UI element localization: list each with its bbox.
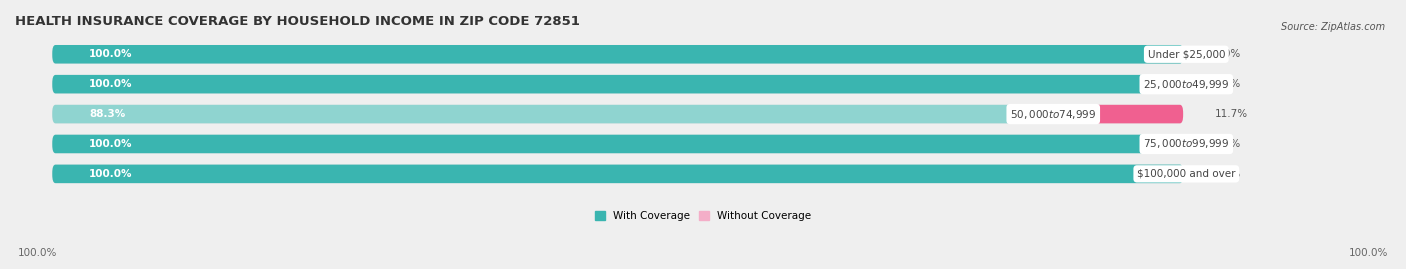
Text: 11.7%: 11.7% — [1215, 109, 1249, 119]
Text: 100.0%: 100.0% — [89, 169, 132, 179]
Text: Source: ZipAtlas.com: Source: ZipAtlas.com — [1281, 22, 1385, 31]
FancyBboxPatch shape — [52, 135, 1182, 153]
Text: 0.0%: 0.0% — [1215, 49, 1241, 59]
Text: 100.0%: 100.0% — [1348, 248, 1388, 258]
Text: 0.0%: 0.0% — [1215, 169, 1241, 179]
Text: $75,000 to $99,999: $75,000 to $99,999 — [1143, 137, 1229, 150]
Text: 88.3%: 88.3% — [89, 109, 125, 119]
FancyBboxPatch shape — [52, 75, 1182, 93]
Legend: With Coverage, Without Coverage: With Coverage, Without Coverage — [591, 207, 815, 225]
FancyBboxPatch shape — [52, 105, 1050, 123]
FancyBboxPatch shape — [52, 165, 1182, 183]
FancyBboxPatch shape — [1056, 105, 1182, 123]
FancyBboxPatch shape — [52, 45, 1182, 63]
FancyBboxPatch shape — [52, 45, 1182, 63]
Text: 0.0%: 0.0% — [1215, 139, 1241, 149]
Text: $100,000 and over: $100,000 and over — [1137, 169, 1236, 179]
Text: $25,000 to $49,999: $25,000 to $49,999 — [1143, 78, 1229, 91]
FancyBboxPatch shape — [52, 75, 1182, 93]
Text: $50,000 to $74,999: $50,000 to $74,999 — [1010, 108, 1097, 121]
Text: 100.0%: 100.0% — [89, 139, 132, 149]
Text: 100.0%: 100.0% — [89, 49, 132, 59]
FancyBboxPatch shape — [52, 135, 1182, 153]
Text: HEALTH INSURANCE COVERAGE BY HOUSEHOLD INCOME IN ZIP CODE 72851: HEALTH INSURANCE COVERAGE BY HOUSEHOLD I… — [15, 15, 579, 28]
FancyBboxPatch shape — [52, 165, 1182, 183]
Text: 100.0%: 100.0% — [18, 248, 58, 258]
Text: 100.0%: 100.0% — [89, 79, 132, 89]
Text: 0.0%: 0.0% — [1215, 79, 1241, 89]
FancyBboxPatch shape — [52, 105, 1182, 123]
Text: Under $25,000: Under $25,000 — [1147, 49, 1225, 59]
